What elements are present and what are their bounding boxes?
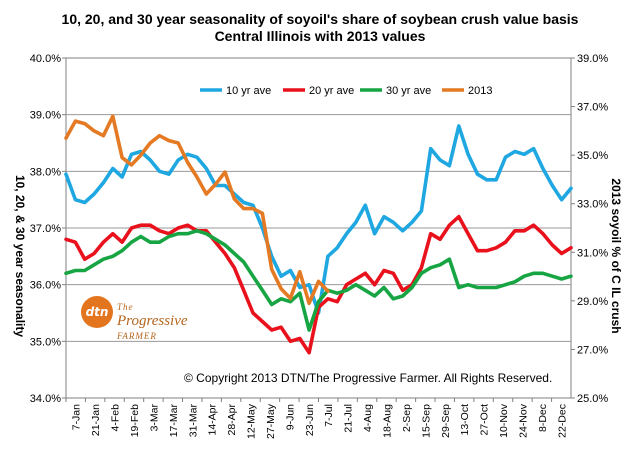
x-tick-label: 22-Dec: [556, 404, 568, 438]
legend-label: 2013: [468, 85, 492, 97]
x-tick-label: 29-Sep: [440, 404, 452, 438]
brand-line-2: Progressive: [117, 313, 188, 329]
x-tick-label: 4-Feb: [110, 404, 122, 432]
x-tick-label: 27-May: [265, 403, 277, 439]
x-tick-label: 18-Aug: [381, 404, 393, 438]
right-axis-title: 2013 soyoil % of C IL crush: [609, 178, 623, 334]
left-tick-label: 39.0%: [30, 110, 61, 122]
series-line: [64, 114, 330, 306]
right-tick-label: 35.0%: [577, 150, 608, 162]
x-tick-label: 27-Oct: [479, 404, 491, 436]
legend-label: 30 yr ave: [386, 85, 431, 97]
brand-line-3: FARMER: [117, 331, 157, 341]
x-tick-label: 12-May: [246, 403, 258, 439]
x-tick-label: 10-Nov: [498, 403, 510, 438]
x-tick-label: 24-Nov: [517, 403, 529, 438]
x-tick-label: 28-Apr: [226, 403, 238, 435]
left-tick-label: 40.0%: [30, 53, 61, 65]
copyright-notice: © Copyright 2013 DTN/The Progressive Far…: [184, 371, 553, 385]
legend-label: 20 yr ave: [309, 85, 354, 97]
x-tick-label: 21-Jan: [90, 404, 102, 436]
x-tick-label: 7-Jul: [323, 404, 335, 427]
x-tick-label: 8-Dec: [537, 404, 549, 432]
dtn-progressive-farmer-logo: dtn The Progressive FARMER: [77, 292, 203, 341]
series-line: [64, 229, 573, 332]
left-tick-label: 35.0%: [30, 336, 61, 348]
left-tick-label: 36.0%: [30, 280, 61, 292]
x-tick-label: 17-Mar: [168, 404, 180, 438]
chart-title-line-1: 10, 20, and 30 year seasonality of soyoi…: [61, 11, 579, 27]
x-tick-label: 14-Apr: [207, 403, 219, 435]
chart-title-line-2: Central Illinois with 2013 values: [214, 28, 426, 44]
left-tick-label: 34.0%: [30, 393, 61, 405]
left-tick-label: 37.0%: [30, 223, 61, 235]
x-tick-label: 2-Sep: [401, 404, 413, 432]
x-tick-label: 7-Jan: [71, 404, 83, 430]
legend-label: 10 yr ave: [226, 85, 271, 97]
x-tick-label: 3-Mar: [148, 403, 160, 431]
right-tick-label: 31.0%: [577, 247, 608, 259]
right-tick-label: 39.0%: [577, 53, 608, 65]
left-tick-label: 38.0%: [30, 166, 61, 178]
dtn-badge: dtn: [81, 296, 113, 328]
brand-line-1: The: [117, 302, 134, 312]
x-tick-label: 19-Feb: [129, 404, 141, 437]
x-tick-label: 4-Aug: [362, 404, 374, 432]
x-tick-label: 21-Jul: [343, 404, 355, 433]
x-tick-label: 23-Jun: [304, 404, 316, 436]
right-tick-label: 27.0%: [577, 344, 608, 356]
right-tick-label: 33.0%: [577, 199, 608, 211]
x-tick-label: 31-Mar: [187, 404, 199, 438]
x-tick-label: 15-Sep: [420, 404, 432, 438]
right-tick-label: 25.0%: [577, 393, 608, 405]
brand-text: The Progressive FARMER: [117, 299, 188, 343]
right-tick-label: 37.0%: [577, 102, 608, 114]
x-tick-label: 9-Jun: [284, 404, 296, 430]
left-axis-title: 10, 20, & 30 year seasonality: [13, 174, 27, 338]
x-tick-label: 13-Oct: [459, 404, 471, 436]
right-tick-label: 29.0%: [577, 296, 608, 308]
